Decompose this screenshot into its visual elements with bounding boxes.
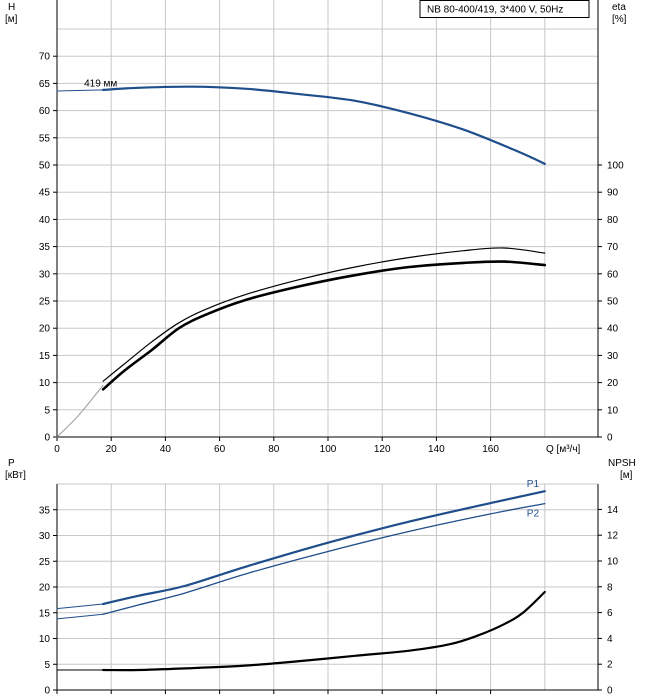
- left-tick-label-4: 20: [39, 324, 51, 335]
- left-tick-label-6: 30: [39, 269, 51, 280]
- series-P1-ext: [56, 603, 104, 610]
- right-tick-label-0: 0: [607, 686, 613, 697]
- right-axis-unit: [м]: [620, 470, 633, 481]
- left-tick-label-2: 10: [39, 378, 51, 389]
- right-axis-unit: [%]: [612, 14, 627, 25]
- bottom-axes: [53, 484, 602, 694]
- series-label-P1: P1: [527, 479, 540, 490]
- x-tick-label-6: 120: [374, 444, 391, 455]
- series-eta-thick: [101, 260, 547, 391]
- left-tick-label-8: 40: [39, 215, 51, 226]
- chart-title: NB 80-400/419, 3*400 V, 50Hz: [427, 5, 563, 16]
- series-eta-start: [56, 384, 104, 438]
- left-tick-label-0: 0: [44, 686, 50, 697]
- right-axis-label: eta: [612, 2, 626, 13]
- bottom-labels: 0 5 10 15 20 25 30 35 0 2 4 6 8 10 12 14 P[кВт] NPSH[м] P1…: [5, 458, 636, 697]
- title-box: [419, 0, 590, 18]
- right-tick-label-7: 70: [607, 242, 619, 253]
- series-P1: [102, 490, 546, 606]
- x-tick-label-0: 0: [54, 444, 60, 455]
- left-tick-label-6: 30: [39, 531, 51, 542]
- right-tick-label-0: 0: [607, 433, 613, 444]
- top-series: [56, 85, 547, 438]
- left-axis-label: P: [8, 458, 15, 469]
- x-tick-label-8: 160: [482, 444, 499, 455]
- bottom-grid: [57, 483, 599, 690]
- right-tick-label-2: 4: [607, 634, 613, 645]
- left-tick-label-12: 60: [39, 106, 51, 117]
- left-tick-label-13: 65: [39, 79, 51, 90]
- right-tick-label-4: 40: [607, 324, 619, 335]
- left-tick-label-1: 5: [44, 660, 50, 671]
- right-tick-label-2: 20: [607, 378, 619, 389]
- x-axis-label: Q [м³/ч]: [546, 444, 581, 455]
- left-tick-label-2: 10: [39, 634, 51, 645]
- top-axes: [53, 0, 602, 441]
- left-tick-label-5: 25: [39, 557, 51, 568]
- left-tick-label-4: 20: [39, 583, 51, 594]
- right-tick-label-7: 14: [607, 505, 619, 516]
- series-label-P2: P2: [527, 509, 540, 520]
- x-tick-label-5: 100: [320, 444, 337, 455]
- left-axis-label: H: [8, 2, 15, 13]
- power-npsh-panel: 0 5 10 15 20 25 30 35 0 2 4 6 8 10 12 14 P[кВт] NPSH[м] P1…: [5, 458, 636, 697]
- left-tick-label-1: 5: [44, 405, 50, 416]
- left-tick-label-3: 15: [39, 608, 51, 619]
- series-head-extension: [56, 89, 104, 92]
- series-head: [102, 85, 546, 165]
- left-tick-label-7: 35: [39, 505, 51, 516]
- right-tick-label-8: 80: [607, 215, 619, 226]
- series-NPSH: [102, 590, 546, 672]
- left-axis-unit: [м]: [5, 14, 18, 25]
- right-tick-label-3: 6: [607, 608, 613, 619]
- x-tick-label-3: 60: [214, 444, 226, 455]
- right-tick-label-9: 90: [607, 188, 619, 199]
- right-tick-label-1: 2: [607, 660, 613, 671]
- right-tick-label-6: 12: [607, 531, 619, 542]
- left-tick-label-10: 50: [39, 161, 51, 172]
- bottom-series: [56, 490, 546, 672]
- right-axis-label: NPSH: [608, 458, 636, 469]
- head-efficiency-panel: 0 5 10 15 20 25 30 35 40 45 50 55 60 65 70 0 10 20 30 40 50 6…: [5, 0, 627, 455]
- series-P2: [102, 502, 546, 615]
- series-P2-ext: [56, 613, 104, 620]
- x-tick-label-7: 140: [428, 444, 445, 455]
- right-tick-label-1: 10: [607, 405, 619, 416]
- top-grid: [57, 0, 599, 437]
- x-tick-label-4: 80: [268, 444, 280, 455]
- top-labels: 0 5 10 15 20 25 30 35 40 45 50 55 60 65 70 0 10 20 30 40 50 6…: [5, 0, 627, 455]
- right-tick-label-10: 100: [607, 161, 624, 172]
- right-tick-label-4: 8: [607, 582, 613, 593]
- right-tick-label-5: 10: [607, 557, 619, 568]
- left-tick-label-0: 0: [44, 433, 50, 444]
- series-eta-thin: [102, 247, 546, 382]
- right-tick-label-5: 50: [607, 297, 619, 308]
- right-tick-label-3: 30: [607, 351, 619, 362]
- left-tick-label-5: 25: [39, 297, 51, 308]
- left-axis-unit: [кВт]: [5, 470, 26, 481]
- x-tick-label-2: 40: [160, 444, 172, 455]
- right-tick-label-6: 60: [607, 269, 619, 280]
- left-tick-label-11: 55: [39, 133, 51, 144]
- left-tick-label-7: 35: [39, 242, 51, 253]
- left-tick-label-14: 70: [39, 52, 51, 63]
- left-tick-label-3: 15: [39, 351, 51, 362]
- left-tick-label-9: 45: [39, 188, 51, 199]
- x-tick-label-1: 20: [106, 444, 118, 455]
- curve-annotation-0: 419 мм: [84, 79, 117, 90]
